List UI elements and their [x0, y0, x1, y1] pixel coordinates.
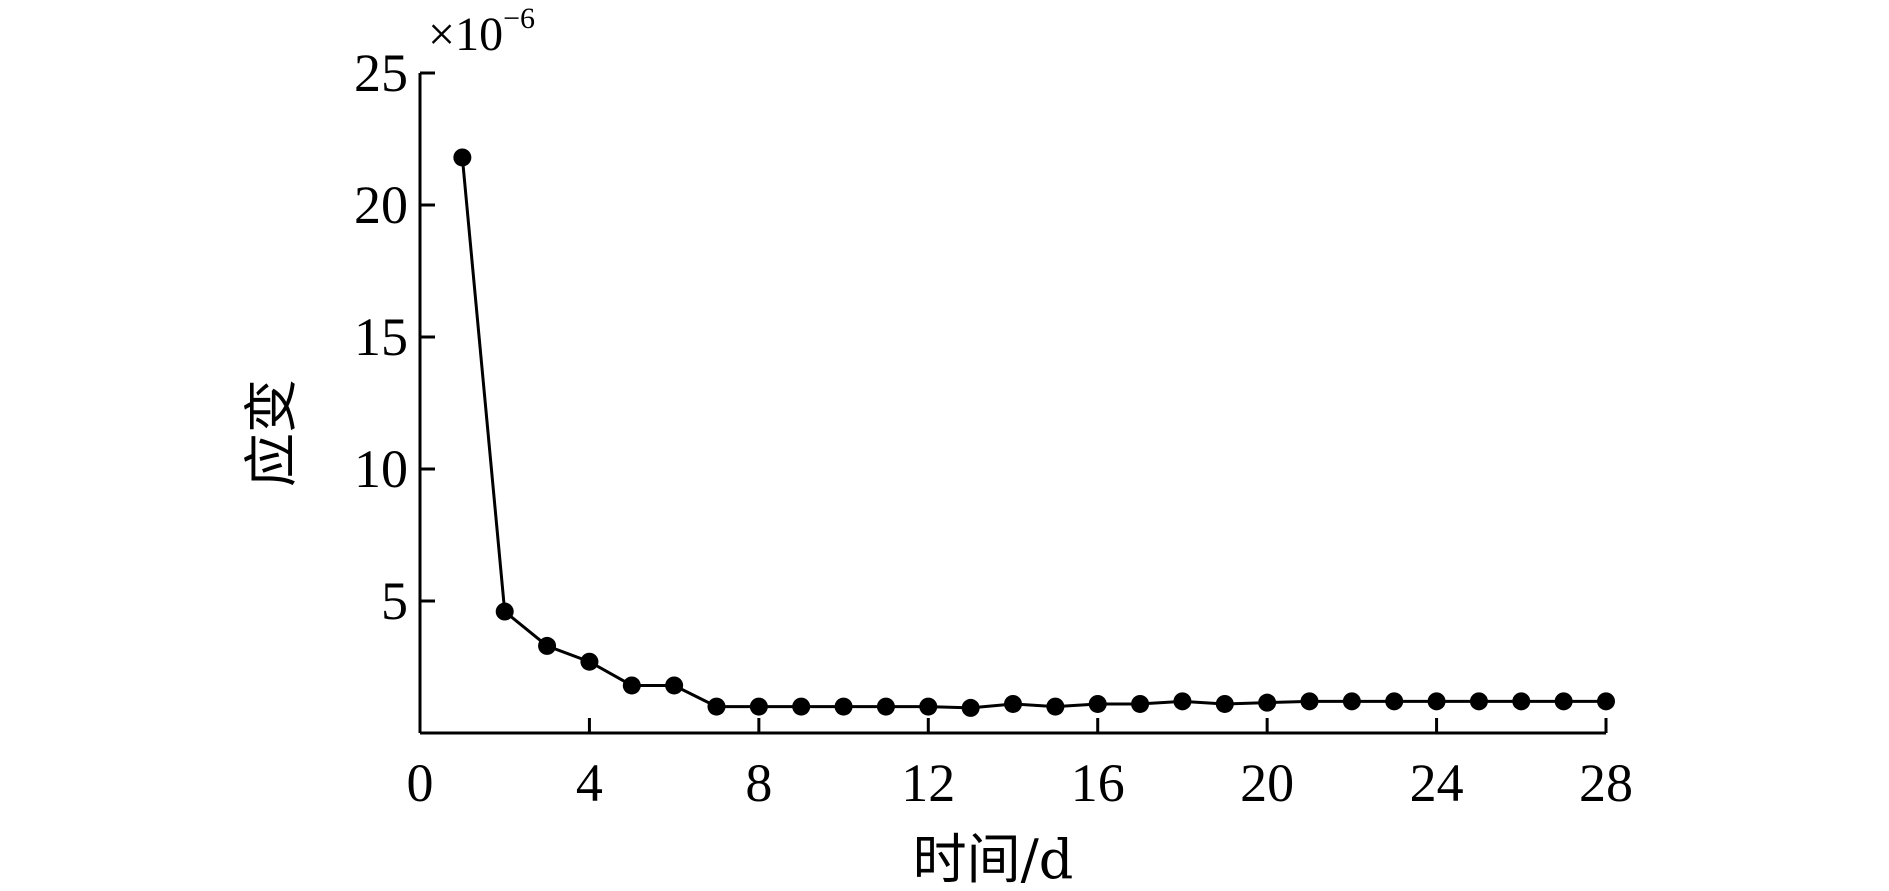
data-point-25: [1469, 692, 1488, 711]
y-multiplier-exponent: −6: [503, 2, 535, 35]
data-point-19: [1215, 694, 1234, 713]
y-axis-multiplier: ×10−6: [428, 2, 535, 61]
data-point-13: [961, 698, 980, 717]
y-axis-title: 应变: [240, 379, 303, 487]
x-tick-label-28: 28: [1579, 753, 1633, 813]
data-point-7: [707, 697, 726, 716]
data-point-16: [1088, 694, 1107, 713]
data-point-28: [1597, 692, 1615, 711]
data-point-24: [1427, 692, 1446, 711]
series-layer: [453, 148, 1615, 717]
data-point-10: [834, 697, 853, 716]
x-tick-label-4: 4: [576, 753, 603, 813]
data-point-27: [1554, 692, 1573, 711]
y-ticks: 5 10 15 20 25: [354, 43, 435, 631]
data-point-9: [792, 697, 811, 716]
x-tick-label-20: 20: [1240, 753, 1294, 813]
x-tick-label-16: 16: [1071, 753, 1125, 813]
data-point-1: [453, 148, 472, 167]
y-tick-label-25: 25: [354, 43, 408, 103]
y-tick-label-5: 5: [381, 571, 408, 631]
y-tick-label-20: 20: [354, 175, 408, 235]
x-axis-title: 时间/d: [913, 828, 1074, 891]
axes: [418, 73, 1606, 735]
x-tick-label-24: 24: [1410, 753, 1464, 813]
data-point-20: [1258, 693, 1277, 712]
data-point-21: [1300, 692, 1319, 711]
data-point-12: [919, 697, 938, 716]
data-point-11: [876, 697, 895, 716]
data-point-2: [495, 602, 514, 621]
data-point-6: [665, 676, 684, 695]
x-tick-label-8: 8: [745, 753, 772, 813]
data-point-3: [538, 636, 557, 655]
data-point-8: [749, 697, 768, 716]
x-tick-label-12: 12: [901, 753, 955, 813]
data-point-18: [1173, 692, 1192, 711]
y-tick-label-10: 10: [354, 439, 408, 499]
series-0-line: [460, 157, 1606, 710]
y-tick-label-15: 15: [354, 307, 408, 367]
data-point-15: [1046, 697, 1065, 716]
x-tick-label-0: 0: [407, 753, 434, 813]
data-point-26: [1512, 692, 1531, 711]
x-ticks: 0 4 8 12 16 20 24 28: [407, 718, 1633, 813]
data-point-14: [1004, 694, 1022, 713]
data-point-4: [580, 652, 599, 671]
data-point-17: [1131, 694, 1150, 713]
data-point-5: [622, 676, 641, 695]
data-point-23: [1385, 692, 1404, 711]
data-point-22: [1342, 692, 1361, 711]
y-multiplier-base: ×10: [428, 8, 503, 61]
